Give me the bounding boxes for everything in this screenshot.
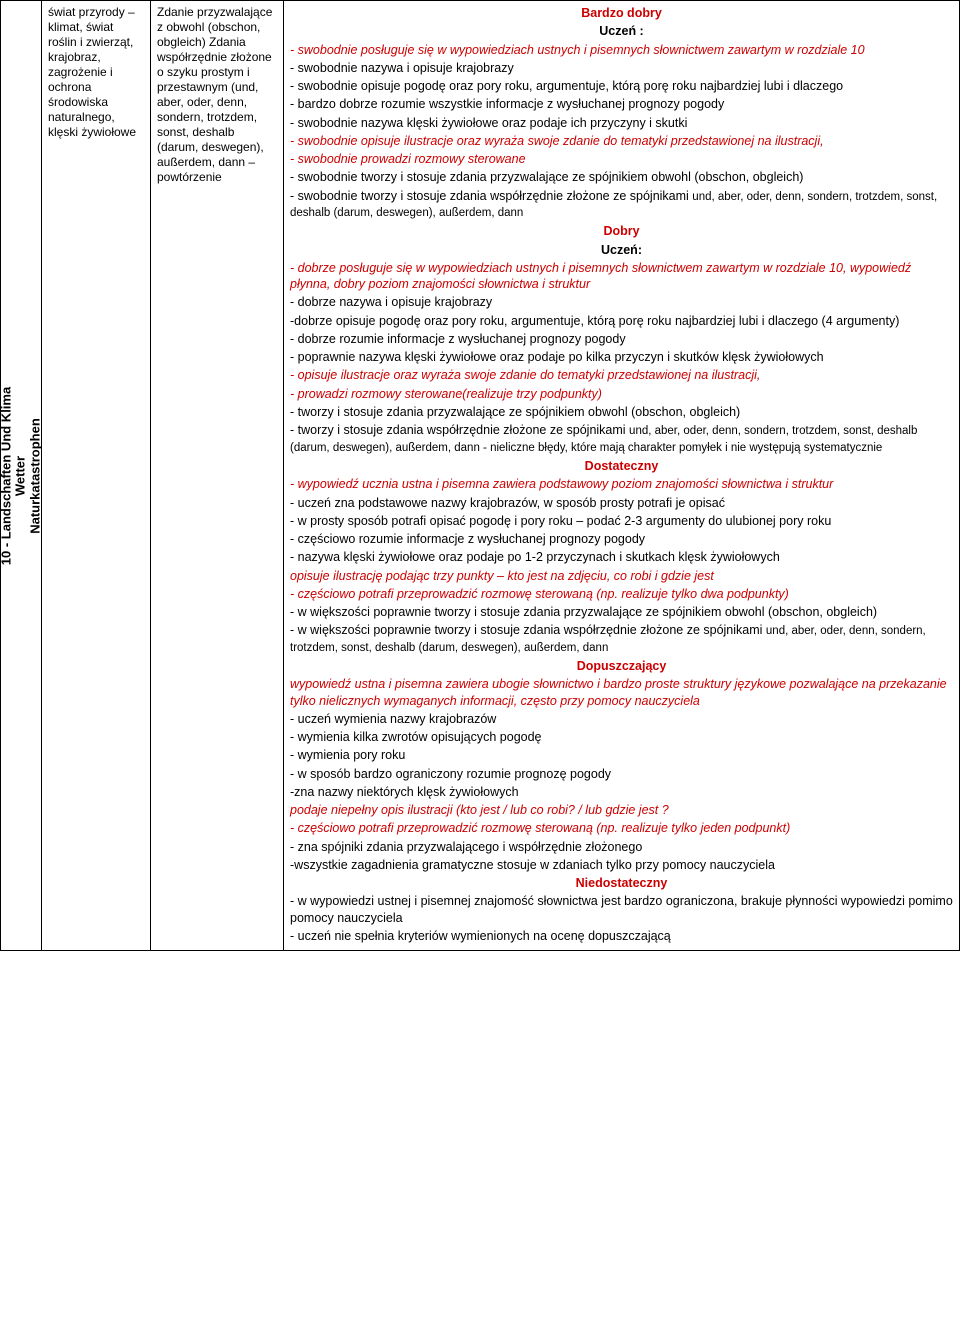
dp-line: - zna spójniki zdania przyzwalającego i … [290,839,953,855]
db-line: - poprawnie nazywa klęski żywiołowe oraz… [290,349,953,365]
bd-line: - swobodnie nazywa klęski żywiołowe oraz… [290,115,953,131]
unit-title-cell: 10 - Landschaften Und KlimaWetterNaturka… [1,1,42,951]
grade-dopuszczajacy-header: Dopuszczający [290,658,953,674]
db-line: - tworzy i stosuje zdania przyzwalające … [290,404,953,420]
grammar-text: Zdanie przyzwalające z obwohl (obschon, … [157,5,272,184]
grade-bardzo-dobry-header: Bardzo dobry [290,5,953,21]
db-line: - dobrze nazywa i opisuje krajobrazy [290,294,953,310]
db-line: - opisuje ilustracje oraz wyraża swoje z… [290,367,953,383]
bd-line: - swobodnie opisuje ilustracje oraz wyra… [290,133,953,149]
bd-line: - swobodnie tworzy i stosuje zdania wspó… [290,188,953,222]
dp-line: podaje niepełny opis ilustracji (kto jes… [290,802,953,818]
db-line: - dobrze rozumie informacje z wysłuchane… [290,331,953,347]
grammar-cell: Zdanie przyzwalające z obwohl (obschon, … [151,1,284,951]
unit-title: 10 - Landschaften Und KlimaWetterNaturka… [0,386,42,564]
dp-line: - uczeń wymienia nazwy krajobrazów [290,711,953,727]
uczen-label: Uczeń: [290,242,953,258]
dp-line: -zna nazwy niektórych klęsk żywiołowych [290,784,953,800]
ds-line: opisuje ilustrację podając trzy punkty –… [290,568,953,584]
bd-line: - swobodnie tworzy i stosuje zdania przy… [290,169,953,185]
grade-dostateczny-header: Dostateczny [290,458,953,474]
bd-line: - swobodnie nazywa i opisuje krajobrazy [290,60,953,76]
dp-line: - wymienia kilka zwrotów opisujących pog… [290,729,953,745]
grade-dobry-header: Dobry [290,223,953,239]
db-line: - tworzy i stosuje zdania współrzędnie z… [290,422,953,456]
dp-line: - w sposób bardzo ograniczony rozumie pr… [290,766,953,782]
dp-line: wypowiedź ustna i pisemna zawiera ubogie… [290,676,953,709]
ds-line: - nazywa klęski żywiołowe oraz podaje po… [290,549,953,565]
topic-text: świat przyrody – klimat, świat roślin i … [48,5,136,139]
topic-cell: świat przyrody – klimat, świat roślin i … [42,1,151,951]
ds-line: - częściowo rozumie informacje z wysłuch… [290,531,953,547]
nd-line: - w wypowiedzi ustnej i pisemnej znajomo… [290,893,953,926]
dp-line: - częściowo potrafi przeprowadzić rozmow… [290,820,953,836]
ds-line: - w większości poprawnie tworzy i stosuj… [290,604,953,620]
bd-line: - swobodnie prowadzi rozmowy sterowane [290,151,953,167]
grade-niedostateczny-header: Niedostateczny [290,875,953,891]
ds-line: - w prosty sposób potrafi opisać pogodę … [290,513,953,529]
criteria-table: 10 - Landschaften Und KlimaWetterNaturka… [0,0,960,951]
bd-line: - swobodnie posługuje się w wypowiedziac… [290,42,953,58]
db-line: - prowadzi rozmowy sterowane(realizuje t… [290,386,953,402]
db-line: -dobrze opisuje pogodę oraz pory roku, a… [290,313,953,329]
db-line: - dobrze posługuje się w wypowiedziach u… [290,260,953,293]
ds-line: - częściowo potrafi przeprowadzić rozmow… [290,586,953,602]
ds-line: - wypowiedź ucznia ustna i pisemna zawie… [290,476,953,492]
bd-line: - swobodnie opisuje pogodę oraz pory rok… [290,78,953,94]
ds-line: - w większości poprawnie tworzy i stosuj… [290,622,953,656]
dp-line: - wymienia pory roku [290,747,953,763]
bd-line: - bardzo dobrze rozumie wszystkie inform… [290,96,953,112]
dp-line: -wszystkie zagadnienia gramatyczne stosu… [290,857,953,873]
criteria-cell: Bardzo dobry Uczeń : - swobodnie posługu… [284,1,960,951]
uczen-label: Uczeń : [290,23,953,39]
ds-line: - uczeń zna podstawowe nazwy krajobrazów… [290,495,953,511]
nd-line: - uczeń nie spełnia kryteriów wymieniony… [290,928,953,944]
